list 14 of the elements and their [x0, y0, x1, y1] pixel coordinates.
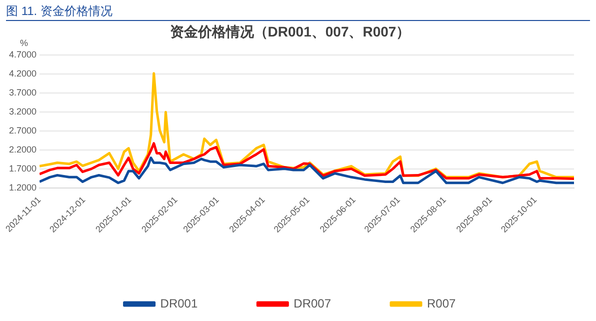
legend-label: DR001: [160, 296, 198, 310]
y-tick-label: 3.2000: [8, 106, 37, 116]
y-tick-label: 1.2000: [8, 182, 37, 192]
legend-label: R007: [427, 296, 456, 310]
legend-label: DR007: [294, 296, 332, 310]
y-tick-label: 2.7000: [8, 125, 37, 136]
y-tick-label: 4.7000: [8, 49, 37, 60]
y-tick-label: 4.2000: [8, 68, 37, 78]
y-tick-label: 3.7000: [8, 87, 37, 98]
caption: 图 11. 资金价格情况: [6, 3, 590, 21]
chart-title: 资金价格情况（DR001、007、R007）: [170, 23, 410, 40]
y-tick-label: 2.2000: [8, 144, 37, 154]
y-axis-title: %: [20, 38, 28, 48]
y-tick-label: 1.7000: [8, 163, 37, 174]
